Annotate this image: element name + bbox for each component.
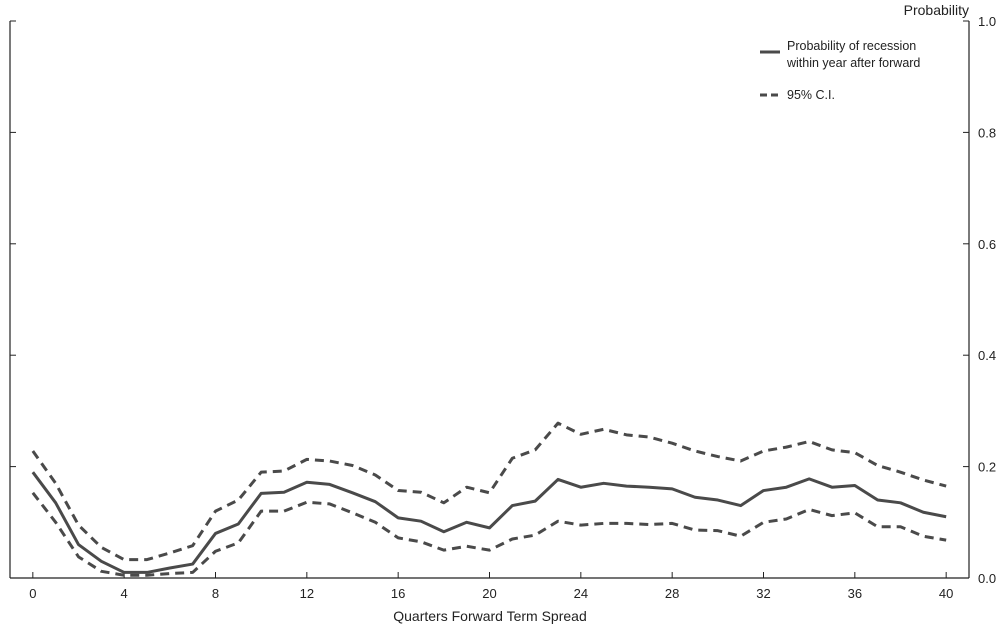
x-tick-label: 12 — [300, 586, 314, 601]
x-tick-label: 4 — [121, 586, 128, 601]
y-axis-title: Probability — [904, 2, 969, 18]
legend-label-probability: Probability of recession — [787, 39, 916, 53]
legend-label-ci: 95% C.I. — [787, 88, 835, 102]
legend: Probability of recession within year afte… — [760, 39, 920, 102]
ci-lower-line — [31, 491, 947, 577]
y-tick-label: 0.0 — [978, 571, 996, 586]
x-tick-label: 20 — [482, 586, 496, 601]
x-tick-label: 32 — [756, 586, 770, 601]
y-tick-label: 0.4 — [978, 348, 996, 363]
x-tick-label: 8 — [212, 586, 219, 601]
x-tick-label: 24 — [574, 586, 588, 601]
y-tick-label: 0.6 — [978, 237, 996, 252]
probability-line — [31, 471, 947, 574]
x-tick-label: 28 — [665, 586, 679, 601]
x-tick-label: 0 — [29, 586, 36, 601]
legend-label-probability: within year after forward — [786, 56, 920, 70]
ticks: 0 4 8 12 16 20 24 28 32 36 40 0.0 0.2 0.4 0.6 0.8 1.0 — [10, 14, 996, 601]
axes — [9, 21, 970, 579]
y-tick-label: 0.8 — [978, 125, 996, 140]
y-tick-label: 1.0 — [978, 14, 996, 29]
x-tick-label: 16 — [391, 586, 405, 601]
series — [31, 421, 947, 577]
x-tick-label: 40 — [939, 586, 953, 601]
y-tick-label: 0.2 — [978, 460, 996, 475]
x-axis-title: Quarters Forward Term Spread — [393, 608, 586, 624]
ci-upper-line — [31, 421, 947, 562]
x-tick-label: 36 — [848, 586, 862, 601]
